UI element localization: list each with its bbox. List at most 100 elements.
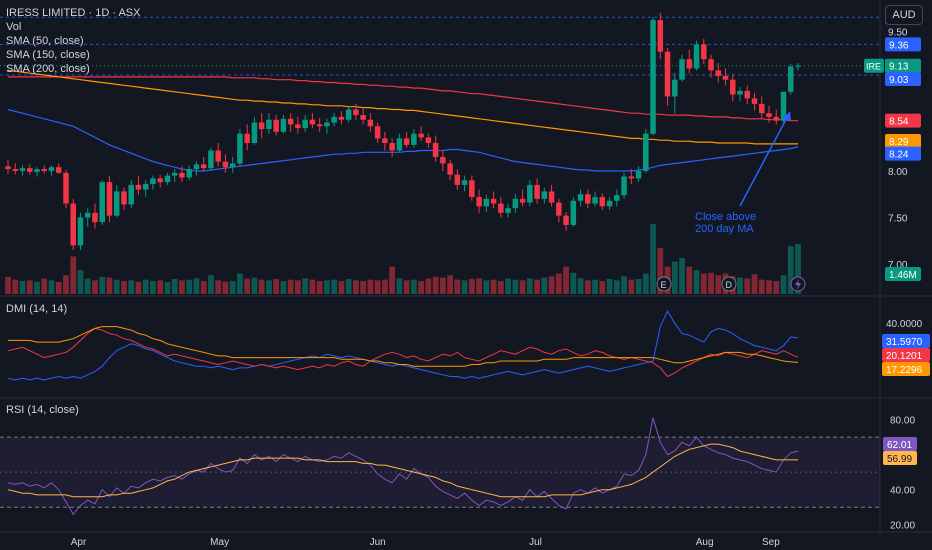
candle-body — [237, 133, 243, 164]
candle-body — [77, 217, 84, 246]
dmi-badge — [882, 334, 930, 348]
dmi-title[interactable]: DMI (14, 14) — [6, 303, 68, 315]
volume-bar — [396, 278, 403, 294]
volume-bar — [244, 278, 251, 294]
candle-body — [657, 20, 664, 52]
volume-bar — [215, 280, 222, 294]
volume-bar — [389, 266, 396, 294]
volume-bar — [5, 276, 11, 294]
volume-bar — [432, 276, 439, 294]
volume-bar — [628, 279, 635, 294]
volume-bar — [490, 279, 497, 294]
volume-bar — [599, 281, 606, 294]
candle-body — [693, 44, 700, 69]
indicator-sma200[interactable]: SMA (200, close) — [6, 63, 90, 75]
rsi-badge-label: 62.01 — [887, 440, 912, 451]
candle-body — [84, 212, 91, 218]
indicator-sma150[interactable]: SMA (150, close) — [6, 49, 90, 61]
volume-bar — [657, 247, 664, 294]
rsi-tick-label: 80.00 — [890, 416, 915, 427]
rsi-title[interactable]: RSI (14, close) — [6, 404, 79, 416]
event-marker-label: E — [661, 280, 667, 290]
volume-bar — [715, 275, 722, 294]
candle-body — [722, 75, 729, 80]
dmi-line — [7, 310, 799, 381]
volume-bar — [150, 281, 156, 294]
candle-body — [701, 44, 707, 60]
candle-body — [708, 59, 714, 71]
candle-body — [447, 163, 453, 175]
candle-body — [70, 203, 76, 246]
volume-bar — [222, 281, 229, 294]
volume-bar — [200, 281, 207, 294]
volume-bar — [642, 273, 649, 294]
volume-bar — [316, 281, 323, 294]
volume-bar — [650, 224, 656, 294]
candle-body — [534, 184, 540, 199]
currency-button[interactable]: AUD — [885, 5, 923, 25]
candle-body — [113, 191, 120, 216]
candle-body — [519, 198, 526, 203]
candle-body — [186, 169, 192, 178]
rsi-badge — [883, 437, 917, 451]
candle-body — [505, 208, 511, 213]
dmi-badge-label: 31.5970 — [886, 337, 923, 348]
rsi-badge-label: 56.99 — [887, 454, 912, 465]
volume-bar — [555, 273, 562, 294]
volume-bar — [258, 279, 265, 294]
rsi-tick-label: 20.00 — [890, 521, 915, 532]
candle-body — [200, 164, 207, 169]
candle-body — [5, 166, 11, 170]
candle-body — [548, 191, 555, 203]
candle-body — [280, 118, 287, 132]
volume-bar — [403, 280, 410, 294]
time-tick-label: Aug — [696, 537, 714, 548]
volume-bar — [309, 279, 316, 294]
volume-bar — [686, 266, 693, 294]
sma-line — [7, 69, 798, 145]
volume-bar — [41, 278, 48, 294]
indicator-vol[interactable]: Vol — [6, 21, 22, 33]
time-tick-label: May — [210, 537, 229, 548]
candle-body — [273, 119, 279, 132]
candle-body — [730, 79, 736, 95]
volume-bar — [541, 277, 548, 294]
candle-body — [606, 200, 613, 207]
dmi-badge-label: 20.1201 — [886, 351, 923, 362]
volume-bar — [237, 273, 243, 294]
symbol-badge — [864, 58, 884, 73]
price-tick-label: 7.50 — [888, 214, 908, 225]
symbol-title[interactable]: IRESS LIMITED · 1D · ASX — [6, 7, 141, 19]
dmi-line — [8, 326, 799, 367]
candle-body — [345, 109, 352, 120]
volume-bar — [592, 279, 598, 294]
candle-body — [650, 20, 656, 134]
symbol-badge-label: IRE — [866, 62, 881, 72]
volume-bar — [410, 279, 417, 294]
volume-bar — [613, 280, 620, 294]
volume-bar — [621, 276, 627, 294]
volume-bar — [534, 279, 540, 294]
dmi-badge — [882, 348, 930, 362]
volume-bar — [280, 281, 287, 294]
candle-body — [63, 172, 69, 204]
volume-bar — [48, 280, 55, 294]
candle-body — [19, 168, 26, 171]
indicator-sma50[interactable]: SMA (50, close) — [6, 35, 84, 47]
candle-body — [338, 116, 345, 120]
volume-bar — [708, 272, 714, 294]
candle-body — [164, 175, 171, 183]
volume-bar — [606, 278, 613, 294]
volume-bar — [164, 282, 171, 294]
volume-bar — [693, 270, 700, 294]
volume-bar — [352, 280, 359, 294]
candle-body — [41, 169, 47, 171]
volume-bar — [295, 280, 301, 294]
volume-bar — [505, 278, 511, 294]
volume-bar — [744, 278, 751, 294]
candle-body — [55, 167, 62, 173]
price-badge — [885, 72, 921, 87]
candle-body — [454, 174, 461, 185]
candle-body — [628, 176, 635, 179]
